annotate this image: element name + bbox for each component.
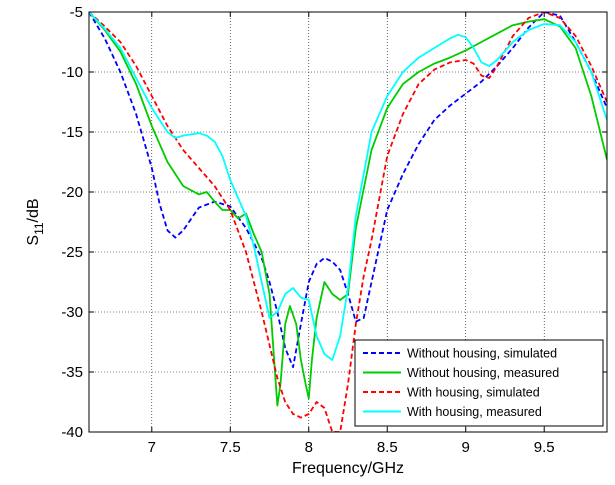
x-tick-label: 7.5	[220, 439, 241, 456]
legend-label-2: Without housing, measured	[407, 366, 559, 380]
series-line-4	[89, 12, 607, 361]
x-tick-labels: 7 7.5 8 8.5 9 9.5	[148, 439, 555, 456]
y-axis-label: S11/dB	[25, 198, 46, 245]
legend-label-1: Without housing, simulated	[407, 347, 557, 361]
x-tick-label: 8.5	[377, 439, 398, 456]
y-axis-label-base: S	[25, 235, 42, 246]
y-tick-label: -15	[61, 124, 83, 141]
y-tick-label: -40	[61, 424, 83, 441]
y-axis-label-sub: 11	[32, 222, 46, 235]
y-tick-label: -5	[70, 4, 83, 21]
legend-label-3: With housing, simulated	[407, 386, 540, 400]
x-tick-label: 7	[148, 439, 156, 456]
x-axis-label: Frequency/GHz	[292, 460, 404, 477]
y-tick-labels: -5 -10 -15 -20 -25 -30 -35 -40	[61, 4, 83, 441]
y-tick-label: -30	[61, 304, 83, 321]
legend: Without housing, simulated Without housin…	[354, 339, 604, 427]
series-line-2	[89, 12, 607, 407]
series-line-3	[89, 12, 607, 432]
axis-ticks	[89, 11, 607, 433]
y-tick-label: -35	[61, 364, 83, 381]
axes-frame	[88, 11, 608, 433]
x-tick-label: 8	[305, 439, 313, 456]
y-tick-label: -10	[61, 64, 83, 81]
grid-lines	[89, 11, 607, 433]
plot-area	[89, 12, 607, 432]
y-axis-label-rest: /dB	[25, 198, 42, 222]
y-tick-label: -20	[61, 184, 83, 201]
y-tick-label: -25	[61, 244, 83, 261]
legend-label-4: With housing, measured	[407, 405, 542, 419]
x-tick-label: 9	[462, 439, 470, 456]
x-tick-label: 9.5	[534, 439, 555, 456]
